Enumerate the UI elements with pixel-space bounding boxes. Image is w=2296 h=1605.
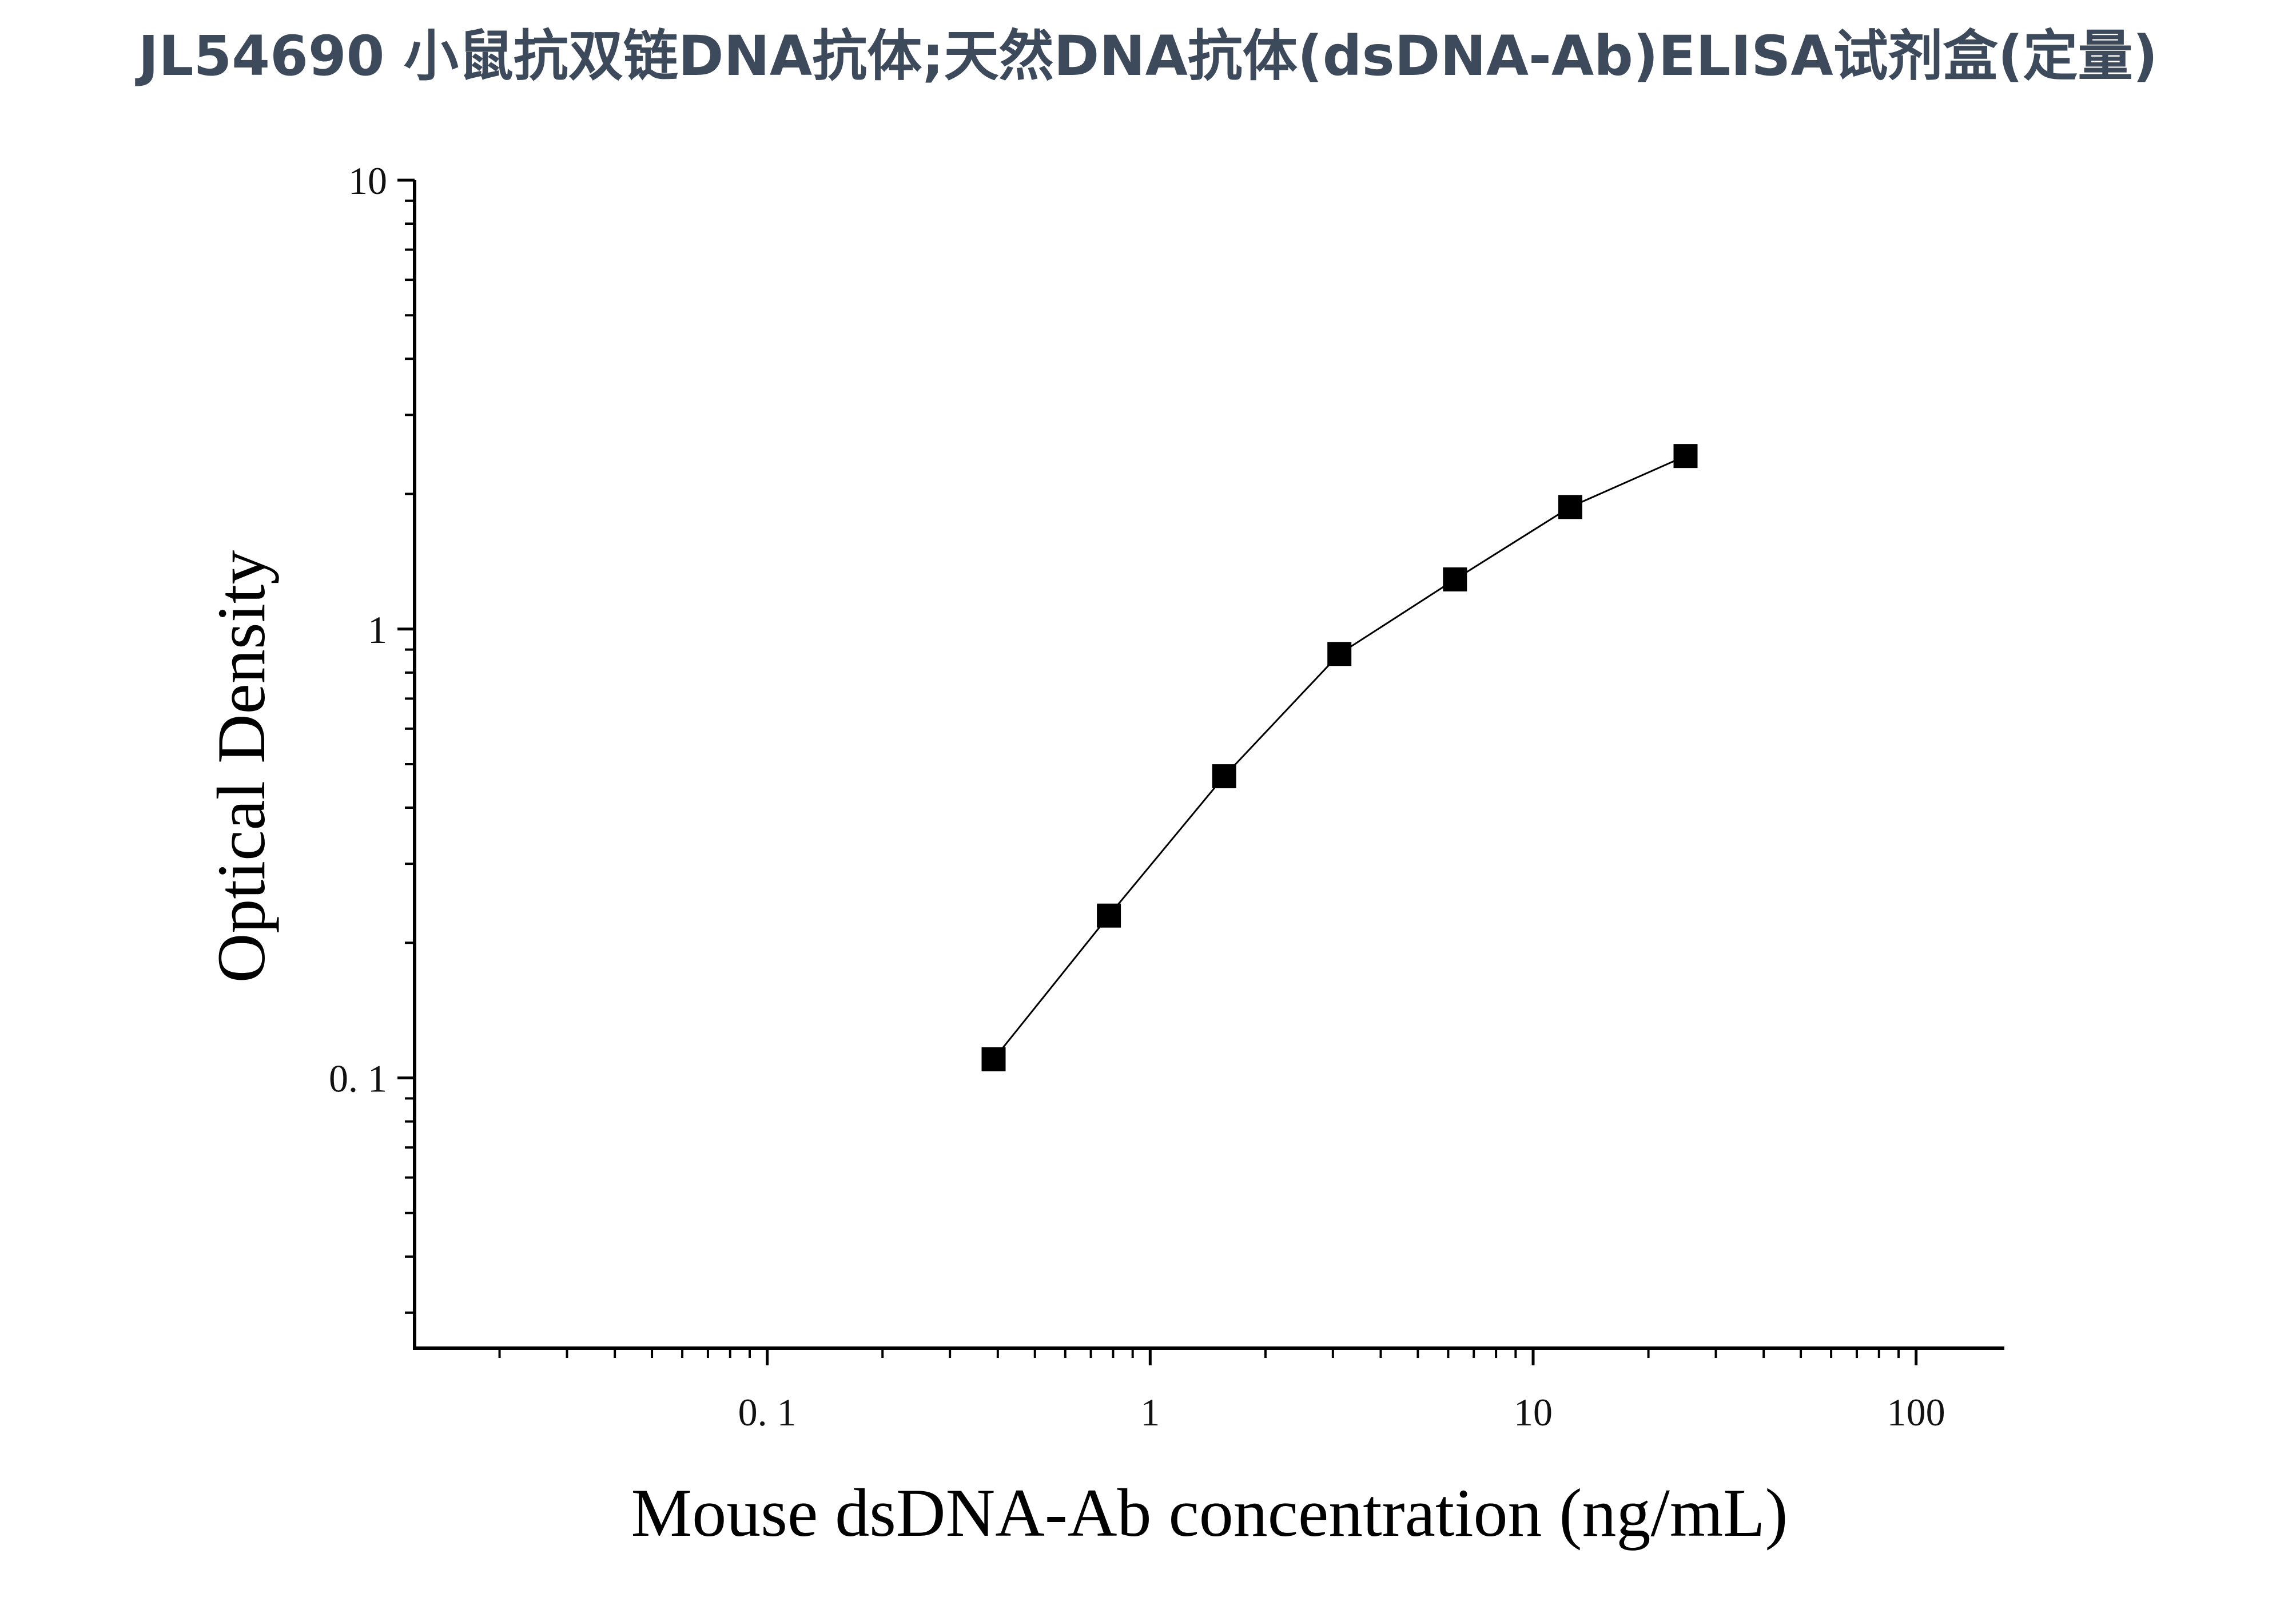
x-tick-label: 0. 1 xyxy=(738,1391,797,1434)
axis-lines xyxy=(413,180,2004,1350)
series-line xyxy=(993,455,1686,1060)
x-tick-label: 1 xyxy=(1140,1391,1160,1434)
data-point xyxy=(1673,444,1698,468)
data-point xyxy=(1558,495,1582,519)
x-tick-label: 10 xyxy=(1514,1391,1553,1434)
data-point xyxy=(1327,642,1352,666)
y-axis-title: Optical Density xyxy=(203,550,279,983)
page-title: JL54690 小鼠抗双链DNA抗体;天然DNA抗体(dsDNA-Ab)ELIS… xyxy=(138,24,2158,88)
data-point xyxy=(1443,567,1467,591)
x-axis-title: Mouse dsDNA-Ab concentration (ng/mL) xyxy=(631,1475,1788,1551)
x-tick-label: 100 xyxy=(1887,1391,1945,1434)
data-point xyxy=(981,1047,1006,1071)
y-tick-label: 0. 1 xyxy=(329,1057,387,1101)
data-layer xyxy=(981,444,1698,1071)
minor-ticks xyxy=(405,199,1900,1358)
y-tick-label: 1 xyxy=(368,608,387,651)
y-tick-label: 10 xyxy=(348,159,387,202)
data-point xyxy=(1212,764,1236,789)
major-ticks xyxy=(397,178,1918,1365)
data-point xyxy=(1097,903,1121,928)
tick-labels: 0. 1 1 10 100 0. 1 1 10 xyxy=(329,159,1945,1434)
